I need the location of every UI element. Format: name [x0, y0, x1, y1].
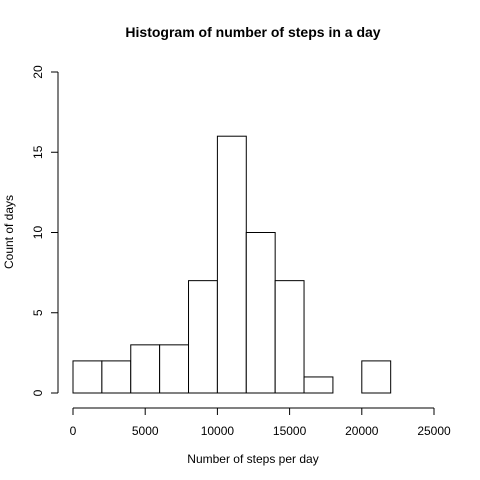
x-axis-tick-label: 15000 — [273, 424, 307, 438]
histogram-bar — [245, 232, 276, 394]
y-axis-tick-label: 20 — [31, 65, 45, 79]
histogram-bar — [303, 376, 334, 394]
y-axis-tick-label: 15 — [31, 145, 45, 159]
histogram-bar — [361, 360, 392, 394]
y-axis-tick-label: 10 — [31, 226, 45, 240]
y-axis: 0 5 10 15 20 — [31, 65, 59, 396]
histogram-bar — [130, 344, 161, 394]
x-axis-tick-label: 5000 — [132, 424, 159, 438]
x-axis-tick-label: 20000 — [345, 424, 379, 438]
x-axis-label: Number of steps per day — [187, 452, 318, 466]
histogram-bar — [159, 344, 190, 394]
bars-group — [72, 135, 392, 394]
chart-title: Histogram of number of steps in a day — [125, 24, 380, 40]
histogram-bar — [216, 135, 247, 394]
histogram-bar — [274, 280, 305, 394]
y-axis-tick-label: 5 — [31, 309, 45, 316]
x-axis: 0 5000 10000 15000 20000 25000 — [70, 407, 451, 438]
histogram-bar — [188, 280, 218, 394]
histogram-bar — [101, 360, 132, 394]
histogram-bar — [72, 360, 103, 394]
y-axis-tick-label: 0 — [31, 389, 45, 396]
x-axis-tick-label: 10000 — [201, 424, 235, 438]
x-axis-tick-label: 0 — [70, 424, 77, 438]
y-axis-label: Count of days — [2, 195, 16, 269]
x-axis-tick-label: 25000 — [417, 424, 451, 438]
